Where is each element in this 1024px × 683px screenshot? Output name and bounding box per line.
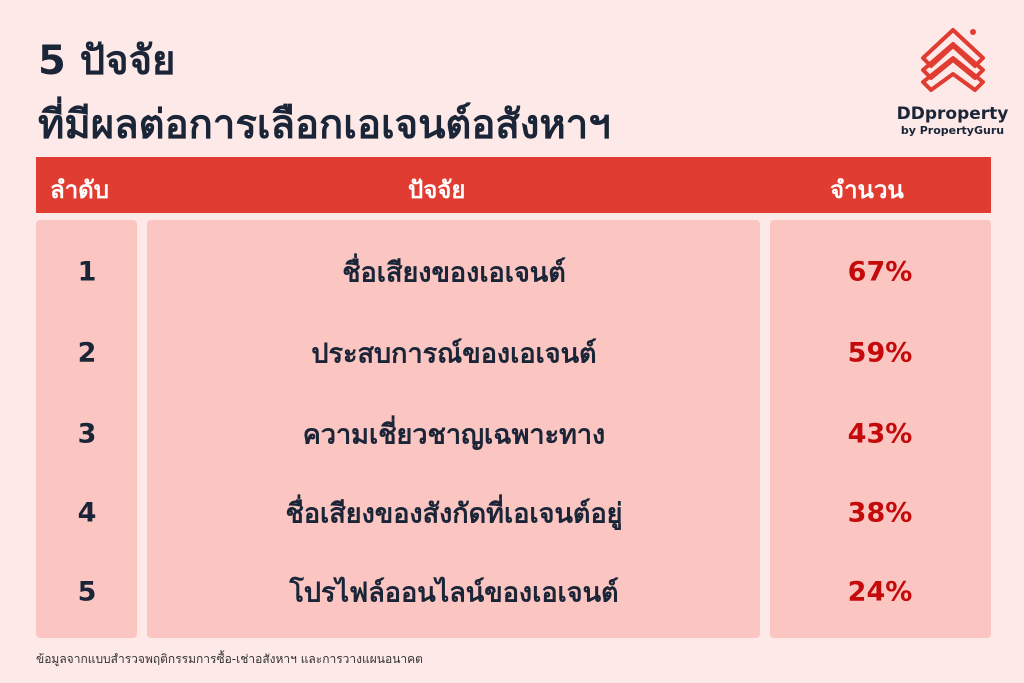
row-rank: 5 <box>77 576 97 608</box>
logo-brand: DDproperty <box>896 104 1009 124</box>
rank-column <box>36 220 137 638</box>
row-factor: ชื่อเสียงของเอเจนต์ <box>342 257 566 289</box>
header-factor: ปัจจัย <box>408 176 466 204</box>
row-factor: โปรไฟล์ออนไลน์ของเอเจนต์ <box>289 577 619 609</box>
header-value: จำนวน <box>830 176 904 204</box>
row-factor: ความเชี่ยวชาญเฉพาะทาง <box>302 419 606 451</box>
row-value: 38% <box>847 497 913 529</box>
ddproperty-logo: DDproperty by PropertyGuru <box>895 18 1010 137</box>
house-logo-icon <box>920 28 985 92</box>
row-factor: ประสบการณ์ของเอเจนต์ <box>311 338 597 370</box>
title-line-1: 5 ปัจจัย <box>38 38 176 84</box>
row-value: 43% <box>847 418 913 450</box>
title-line-2: ที่มีผลต่อการเลือกเอเจนต์อสังหาฯ <box>38 102 611 148</box>
footnote: ข้อมูลจากแบบสำรวจพฤติกรรมการซื้อ-เช่าอสั… <box>36 652 423 666</box>
row-rank: 1 <box>77 256 97 288</box>
value-column <box>770 220 991 638</box>
row-value: 24% <box>847 576 913 608</box>
logo-subtitle: by PropertyGuru <box>900 124 1005 137</box>
row-rank: 4 <box>77 497 97 529</box>
row-factor: ชื่อเสียงของสังกัดที่เอเจนต์อยู่ <box>285 498 623 530</box>
row-value: 59% <box>847 337 913 369</box>
header-rank: ลำดับ <box>50 176 110 204</box>
table-header: ลำดับ ปัจจัย จำนวน <box>36 157 991 213</box>
row-rank: 3 <box>77 418 97 450</box>
row-value: 67% <box>847 256 913 288</box>
row-rank: 2 <box>77 337 97 369</box>
factor-column <box>147 220 760 638</box>
